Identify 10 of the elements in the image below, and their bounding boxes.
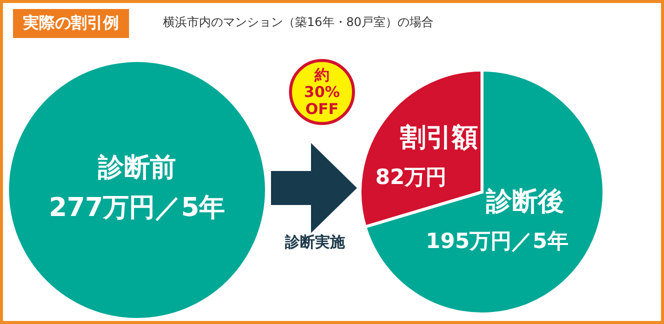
slice-label: 診断後 xyxy=(485,187,564,218)
text: 約30% OFF xyxy=(303,66,341,118)
data-label: 195万円／5年 xyxy=(426,229,568,254)
chart-title: 実際の割引例 xyxy=(13,9,129,38)
data-label: 277万円／5年 xyxy=(48,193,226,223)
text: 横浜市内のマンション（築16年・80戸室）の場合 xyxy=(163,14,434,31)
text: 診断実施 xyxy=(284,233,346,252)
slice-label: 割引額 xyxy=(398,122,478,153)
data-label: 82万円 xyxy=(375,164,447,189)
slice-label: 診断前 xyxy=(97,153,176,183)
